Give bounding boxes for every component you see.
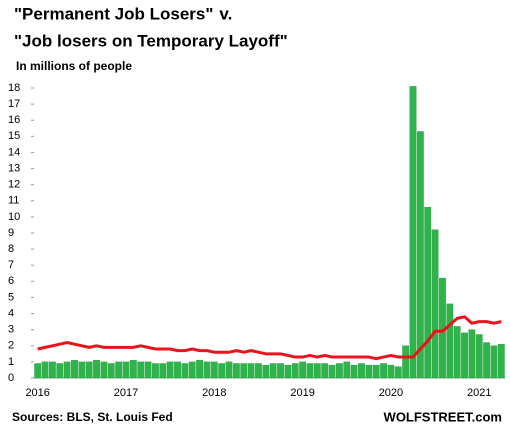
bar	[291, 363, 299, 379]
watermark: WOLFSTREET.com	[384, 409, 502, 424]
y-tick-label: 11	[8, 195, 19, 207]
y-tick-label: 7	[8, 259, 14, 271]
bar	[181, 363, 189, 379]
y-tick-label: 1	[8, 356, 14, 368]
bar	[196, 360, 203, 379]
bar	[461, 332, 468, 379]
bar	[416, 131, 424, 379]
y-tick-label: 15	[8, 130, 20, 142]
bar	[166, 361, 174, 379]
bar	[174, 361, 181, 379]
bar	[387, 364, 395, 379]
y-tick-label: 2	[8, 340, 14, 352]
bar	[313, 363, 321, 379]
y-axis-label: In millions of people	[16, 59, 132, 73]
y-tick-label: 18	[8, 82, 20, 94]
y-tick-label: 5	[8, 291, 14, 303]
bar	[41, 361, 49, 379]
bar	[225, 361, 233, 379]
bar	[34, 363, 42, 379]
y-tick-label: 6	[8, 275, 14, 287]
bar	[446, 303, 454, 379]
bar	[277, 363, 284, 379]
bar	[372, 364, 380, 379]
bar	[49, 361, 56, 379]
chart-title-suffix: v.	[219, 4, 232, 23]
bar	[188, 361, 196, 379]
bar	[358, 363, 365, 379]
y-tick-label: 14	[8, 146, 20, 158]
bar	[240, 363, 248, 379]
bar	[56, 363, 64, 379]
bar	[490, 345, 498, 379]
chart-title: "Permanent Job Losers"	[14, 4, 213, 23]
source: Sources: BLS, St. Louis Fed	[12, 410, 173, 424]
bar	[144, 361, 152, 379]
chart-subtitle: "Job losers on Temporary Layoff"	[14, 31, 288, 50]
bar	[233, 363, 240, 379]
y-tick-label: 13	[8, 162, 20, 174]
bar	[328, 364, 336, 379]
bar	[129, 360, 137, 379]
bar	[247, 363, 255, 379]
bar	[402, 345, 410, 379]
bar	[453, 326, 461, 379]
x-tick-label: 2018	[202, 387, 226, 399]
x-tick-label: 2021	[467, 387, 491, 399]
x-tick-label: 2017	[114, 387, 138, 399]
bar	[475, 334, 483, 379]
bar	[107, 363, 115, 379]
bar	[210, 361, 218, 379]
y-tick-label: 9	[8, 227, 14, 239]
y-tick-label: 17	[8, 98, 20, 110]
bar	[218, 363, 226, 379]
bar	[269, 363, 277, 379]
bar	[100, 361, 108, 379]
y-tick-label: 12	[8, 179, 20, 191]
bar	[336, 363, 343, 379]
bar	[85, 361, 93, 379]
bar	[203, 361, 211, 379]
bar	[350, 364, 358, 379]
y-tick-label: 3	[8, 324, 14, 336]
y-tick-label: 10	[8, 211, 20, 223]
bar	[63, 361, 71, 379]
bar	[497, 343, 505, 379]
bar	[284, 364, 292, 379]
bar	[380, 363, 387, 379]
line	[37, 315, 502, 361]
bar	[71, 360, 78, 379]
y-tick-label: 4	[8, 307, 14, 319]
bar	[365, 364, 373, 379]
x-tick-label: 2019	[290, 387, 314, 399]
bar	[431, 229, 439, 379]
bar	[115, 361, 123, 379]
bar	[424, 207, 432, 379]
bar	[255, 363, 262, 379]
x-tick-label: 2020	[379, 387, 403, 399]
bar	[262, 364, 270, 379]
bar	[468, 329, 476, 379]
bar	[343, 361, 351, 379]
bar	[321, 363, 329, 379]
bar	[394, 366, 402, 379]
bar	[409, 86, 417, 379]
bar	[137, 361, 145, 379]
bar	[159, 363, 167, 379]
bar	[483, 342, 490, 379]
y-tick-label: 0	[8, 372, 14, 384]
bar	[93, 360, 100, 379]
bar	[78, 361, 86, 379]
bar	[299, 361, 306, 379]
x-tick-label: 2016	[25, 387, 49, 399]
bar	[122, 361, 130, 379]
bar	[152, 363, 159, 379]
y-tick-label: 8	[8, 243, 14, 255]
bar	[306, 363, 314, 379]
y-tick-label: 16	[8, 114, 20, 126]
